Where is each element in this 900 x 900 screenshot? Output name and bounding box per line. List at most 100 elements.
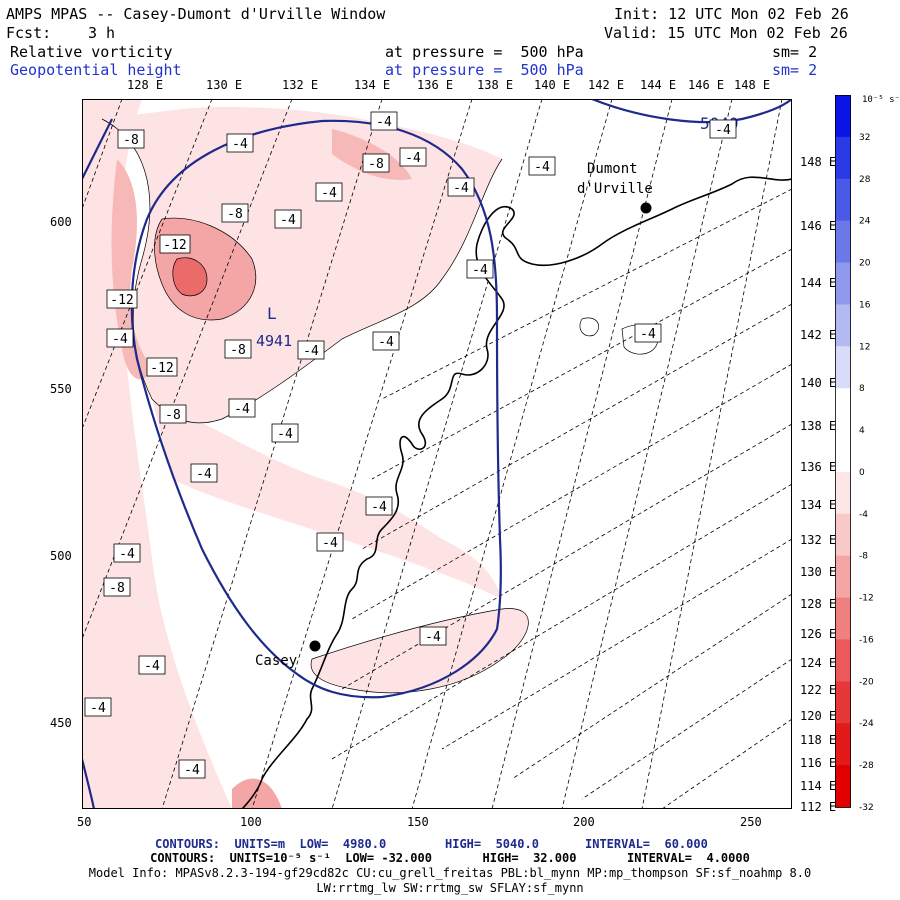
right-lon-label: 124 E — [800, 656, 837, 670]
contour-label: -8 — [221, 203, 249, 223]
colorbar-swatch — [835, 95, 851, 138]
vorticity-core-max — [172, 257, 207, 296]
svg-text:-12: -12 — [163, 238, 186, 253]
contour-label: -4 — [274, 209, 302, 229]
y-axis-label: 450 — [50, 716, 72, 730]
svg-text:-4: -4 — [144, 659, 160, 674]
right-lon-label: 120 E — [800, 709, 837, 723]
svg-text:-4: -4 — [322, 536, 338, 551]
vorticity-contour — [154, 217, 256, 321]
graticule-meridian — [361, 303, 792, 550]
contour-label: -4 — [365, 496, 393, 516]
colorbar-swatch — [835, 765, 851, 808]
colorbar-swatch — [835, 430, 851, 473]
svg-text:-8: -8 — [227, 207, 243, 222]
contour-label: -4 — [466, 259, 494, 279]
graticule-parallel — [82, 99, 123, 210]
colorbar-level-label: -32 — [859, 803, 874, 811]
svg-text:-4: -4 — [640, 327, 656, 342]
svg-text:-8: -8 — [230, 343, 246, 358]
svg-text:-4: -4 — [184, 763, 200, 778]
contour-label: -4 — [372, 331, 400, 351]
graticule-meridian — [331, 483, 792, 760]
graticule-parallel — [641, 99, 783, 809]
colorbar-swatch — [835, 681, 851, 724]
colorbar-frame — [835, 95, 851, 808]
station-marker-casey — [309, 640, 321, 652]
graticule-parallel — [411, 99, 613, 809]
svg-text:-4: -4 — [376, 115, 392, 130]
contour-label: -8 — [224, 339, 252, 359]
top-lon-label: 138 E — [477, 78, 514, 92]
station-name2-dumont: d'Urville — [577, 181, 653, 197]
graticule-parallel — [161, 99, 383, 809]
svg-text:-4: -4 — [715, 123, 731, 138]
svg-text:-4: -4 — [280, 213, 296, 228]
graticule-parallel — [251, 99, 473, 809]
colorbar-level-label: 32 — [859, 133, 870, 143]
colorbar-level-label: 20 — [859, 259, 871, 269]
x-axis-label: 250 — [740, 815, 762, 829]
contour-label: -12 — [159, 234, 191, 254]
vorticity-band-northwest — [102, 107, 502, 423]
contour-label: -4 — [316, 532, 344, 552]
svg-text:-12: -12 — [110, 293, 133, 308]
vorticity-contour — [101, 118, 503, 424]
svg-text:-4: -4 — [119, 547, 135, 562]
colorbar-level-label: 0 — [859, 468, 865, 478]
contour-value-labels: -8 -4 -4 -4 -8 -4 -4 -4 -8 -4 -12 -4 -4 … — [84, 111, 737, 779]
colorbar-swatch — [835, 346, 851, 389]
colorbar-level-label: 28 — [859, 175, 871, 185]
colorbar-level-label: -28 — [859, 761, 874, 771]
top-lon-label: 136 E — [417, 78, 454, 92]
field1-smoothing: sm= 2 — [772, 43, 818, 61]
contour-label: -4 — [447, 177, 475, 197]
right-lon-label: 116 E — [800, 756, 837, 770]
top-lon-label: 144 E — [640, 78, 677, 92]
top-lon-label: 132 E — [282, 78, 319, 92]
x-axis-label: 50 — [77, 815, 92, 829]
contour-label: -4 — [419, 626, 447, 646]
right-lon-label: 112 E — [800, 800, 837, 814]
contour-label: -8 — [103, 577, 131, 597]
coastline — [241, 176, 792, 809]
contour-label: -8 — [362, 153, 390, 173]
vorticity-contours — [101, 118, 659, 694]
right-lon-label: 144 E — [800, 276, 837, 290]
y-axis-label: 550 — [50, 382, 72, 396]
map-title: AMPS MPAS -- Casey-Dumont d'Urville Wind… — [6, 5, 386, 23]
top-lon-label: 128 E — [127, 78, 164, 92]
x-axis-label: 100 — [240, 815, 262, 829]
top-lon-label: 130 E — [206, 78, 243, 92]
contour-label: -4 — [370, 111, 398, 131]
field1-level: at pressure = 500 hPa — [385, 43, 584, 61]
colorbar-swatch — [835, 304, 851, 347]
low-center-value: 4941 — [256, 332, 292, 350]
contour-label: -4 — [226, 133, 254, 153]
right-lon-label: 142 E — [800, 328, 837, 342]
colorbar-swatch — [835, 388, 851, 431]
station-name-dumont: Dumont — [587, 161, 638, 177]
colorbar-swatch — [835, 597, 851, 640]
contour-label: -4 — [228, 398, 256, 418]
map-frame — [82, 99, 792, 809]
contour-label: -4 — [271, 423, 299, 443]
footer-model-info: Model Info: MPASv8.2.3-194-gf29cd82c CU:… — [88, 866, 812, 880]
colorbar-swatch — [835, 555, 851, 599]
colorbar: 32 28 24 20 16 12 8 4 0 -4 -8 -12 -16 -20 -24 -28 -32 — [835, 95, 899, 815]
top-lon-label: 146 E — [688, 78, 725, 92]
svg-text:-4: -4 — [378, 335, 394, 350]
svg-text:-4: -4 — [472, 263, 488, 278]
svg-text:-4: -4 — [425, 630, 441, 645]
right-lon-label: 148 E — [800, 155, 837, 169]
top-lon-label: 148 E — [734, 78, 771, 92]
colorbar-swatch — [835, 178, 851, 222]
footer-height-contours: CONTOURS: UNITS=m LOW= 4980.0 — [155, 837, 387, 851]
colorbar-swatch — [835, 220, 851, 264]
valid-time: Valid: 15 UTC Mon 02 Feb 26 — [604, 24, 848, 42]
height-contour-5040-west — [82, 118, 113, 180]
vorticity-map: L 4941 5040 Dumont d'Urville Casey -8 -4… — [82, 99, 792, 809]
svg-text:-8: -8 — [123, 133, 139, 148]
colorbar-level-label: -4 — [859, 510, 868, 520]
graticule — [82, 99, 792, 809]
